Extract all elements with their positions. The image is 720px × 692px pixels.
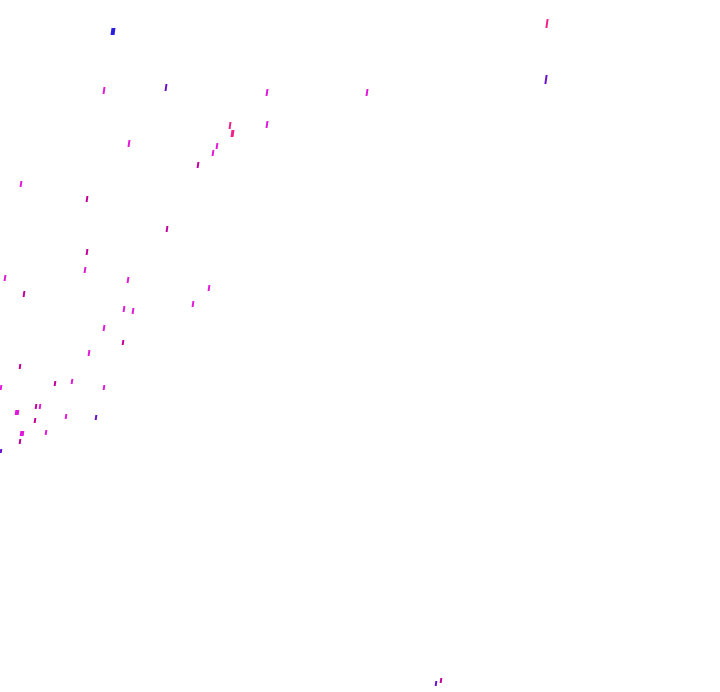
mark [85,249,89,255]
mark [439,678,443,683]
mark [228,122,232,129]
mark [102,385,106,390]
mark [121,340,125,345]
mark [165,226,169,232]
mark [85,196,89,202]
mark [122,306,126,312]
mark [545,19,549,28]
mark [196,162,200,168]
mark [64,414,68,419]
mark [44,430,48,435]
mark [131,308,135,314]
mark [0,449,3,453]
mark [211,150,215,156]
mark [87,350,91,356]
mark [22,291,26,297]
mark [18,439,22,444]
mark [19,431,25,436]
mark [19,181,23,187]
mark [14,410,20,415]
mark [265,89,269,96]
mark [164,84,168,91]
mark [34,404,38,409]
mark [110,28,116,35]
mark [544,75,548,84]
mark [215,143,219,149]
mark [0,385,3,390]
mark [230,130,235,137]
mark [3,275,7,281]
mark [434,681,438,686]
mark [207,285,211,291]
mark [127,140,131,147]
scatter-marks [0,19,549,686]
mark [126,277,130,283]
mark [365,89,369,96]
mark [102,87,106,94]
mark [83,267,87,273]
mark [18,364,22,369]
mark [33,418,37,423]
mark [94,415,98,420]
mark [53,381,57,386]
mark [265,121,269,128]
mark [70,379,74,384]
mark [102,325,106,331]
mark [38,404,42,409]
mark [191,301,195,307]
